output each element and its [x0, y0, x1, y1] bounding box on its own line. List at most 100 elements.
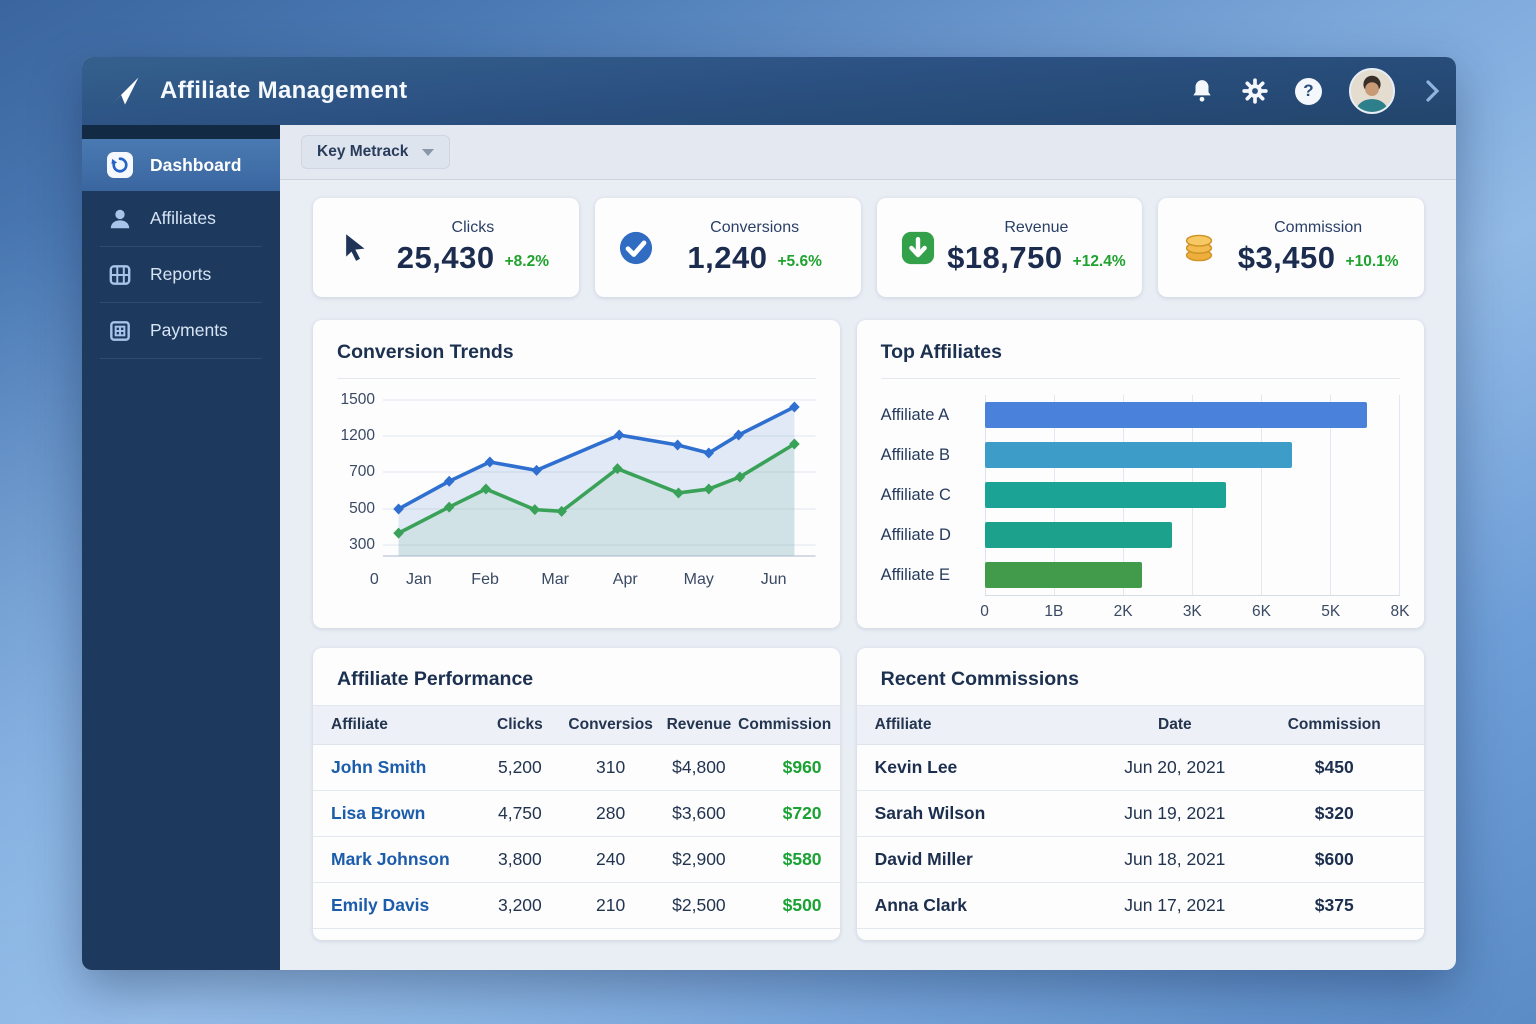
- table-header-row: Affiliate Clicks Conversios Revenue Commissi…: [313, 705, 840, 745]
- bar-row: Affiliate C: [881, 475, 1400, 515]
- x-axis-tick: Jan: [406, 571, 432, 588]
- column-header: Date: [1158, 716, 1192, 733]
- recent-commissions-card: Recent Commissions Affiliate Date Commissi…: [856, 648, 1424, 940]
- avatar[interactable]: [1349, 68, 1395, 114]
- sidebar-item-payments[interactable]: Payments: [82, 303, 280, 358]
- x-axis-tick: Feb: [471, 571, 499, 588]
- affiliate-name-cell[interactable]: Mark Johnson: [331, 849, 450, 869]
- table-cell: $2,900: [672, 849, 726, 869]
- y-axis-tick: 1200: [340, 427, 375, 444]
- x-axis-tick: 6K: [1252, 603, 1272, 620]
- affiliate-name-cell[interactable]: John Smith: [331, 757, 427, 777]
- table-row: Emily Davis 3,200 210 $2,500 $500: [313, 883, 840, 929]
- bar-category-label: Affiliate D: [880, 525, 951, 544]
- table-cell: $720: [782, 803, 822, 823]
- app-title: Affiliate Management: [160, 77, 408, 104]
- x-axis-tick: 5K: [1321, 603, 1341, 620]
- table-cell: Jun 17, 2021: [1124, 895, 1226, 915]
- table-row: Kevin Lee Jun 20, 2021 $450: [856, 745, 1424, 791]
- column-header: Commission: [738, 716, 832, 733]
- sidebar-divider: [100, 246, 262, 247]
- column-header: Clicks: [497, 716, 543, 733]
- table-cell: 310: [596, 757, 626, 777]
- affiliate-performance-table: Affiliate Clicks Conversios Revenue Commissi…: [313, 705, 840, 929]
- sidebar-item-label: Dashboard: [150, 154, 242, 175]
- recent-commissions-table: Affiliate Date Commission Kevin Lee Jun 20, …: [856, 705, 1424, 929]
- sidebar-item-label: Reports: [150, 264, 212, 284]
- table-cell: $600: [1314, 849, 1354, 869]
- chevron-right-icon[interactable]: [1422, 78, 1442, 104]
- bar-row: Affiliate E: [881, 555, 1400, 595]
- y-axis-tick: 300: [349, 535, 375, 553]
- table-cell: 210: [596, 895, 626, 915]
- bar: [984, 482, 1226, 508]
- payments-grid-icon: [110, 320, 130, 341]
- gear-icon[interactable]: [1242, 78, 1268, 104]
- sidebar-item-reports[interactable]: Reports: [82, 247, 280, 302]
- kpi-label: Commission: [1274, 219, 1363, 236]
- x-axis-tick: May: [683, 571, 714, 588]
- x-axis-tick: 0: [980, 603, 989, 620]
- report-grid-icon: [109, 264, 131, 285]
- table-cell: $580: [782, 849, 822, 869]
- cursor-icon: [333, 227, 375, 269]
- kpi-card-commission: Commission $3,450 +10.1%: [1158, 198, 1424, 297]
- kpi-label: Conversions: [710, 219, 800, 236]
- sidebar-item-label: Affiliates: [150, 208, 216, 228]
- x-axis-tick: Jun: [760, 571, 787, 588]
- table-header-row: Affiliate Date Commission: [856, 705, 1424, 745]
- coins-icon: [1178, 227, 1220, 269]
- table-title: Recent Commissions: [880, 668, 1079, 690]
- sidebar-item-affiliates[interactable]: Affiliates: [82, 191, 280, 246]
- table-cell: 280: [596, 803, 626, 823]
- table-cell: $500: [782, 895, 822, 915]
- table-row: Sarah Wilson Jun 19, 2021 $320: [856, 791, 1424, 837]
- x-axis-tick: 8K: [1390, 603, 1410, 620]
- bar-category-label: Affiliate C: [880, 485, 951, 504]
- bar-category-label: Affiliate B: [880, 445, 951, 464]
- column-header: Affiliate: [331, 716, 388, 733]
- bar: [984, 442, 1292, 468]
- bar-row: Affiliate B: [881, 435, 1400, 475]
- x-axis-tick: 3K: [1182, 603, 1202, 620]
- table-row: David Miller Jun 18, 2021 $600: [856, 837, 1424, 883]
- column-header: Conversios: [568, 716, 653, 733]
- key-metric-dropdown[interactable]: Key Metrack: [301, 135, 451, 169]
- table-cell: $375: [1314, 895, 1354, 915]
- kpi-value: $18,750: [947, 240, 1063, 275]
- check-circle-icon: [615, 227, 657, 269]
- help-icon[interactable]: ?: [1295, 77, 1322, 105]
- down-arrow-icon: [897, 227, 939, 269]
- bar-category-label: Affiliate E: [880, 565, 951, 584]
- app-window: Affiliate Management ?: [82, 57, 1456, 970]
- table-row: Lisa Brown 4,750 280 $3,600 $720: [313, 791, 840, 837]
- bar: [984, 522, 1172, 548]
- affiliate-name-cell: Kevin Lee: [874, 757, 958, 777]
- table-cell: 5,200: [497, 757, 542, 777]
- sidebar-divider: [100, 302, 262, 303]
- toolbar: Key Metrack: [280, 125, 1456, 180]
- affiliate-name-cell[interactable]: Lisa Brown: [331, 803, 426, 823]
- divider: [880, 378, 1400, 379]
- table-row: Mark Johnson 3,800 240 $2,900 $580: [313, 837, 840, 883]
- sidebar-item-dashboard[interactable]: Dashboard: [82, 139, 280, 191]
- y-axis-tick: 1500: [340, 390, 375, 408]
- kpi-value: 1,240: [687, 240, 768, 275]
- table-cell: 240: [596, 849, 626, 869]
- table-cell: $4,800: [672, 757, 726, 777]
- affiliate-name-cell[interactable]: Emily Davis: [331, 895, 430, 915]
- bell-icon[interactable]: [1189, 78, 1215, 104]
- chevron-down-icon: [422, 148, 435, 156]
- kpi-delta: +8.2%: [504, 253, 549, 270]
- conversion-trends-chart: 1500 1200 700 500 300 0 Jan Feb Mar Apr May Jun: [337, 390, 816, 593]
- person-icon: [110, 209, 130, 228]
- table-cell: $320: [1314, 803, 1354, 823]
- kpi-value: 25,430: [396, 240, 495, 275]
- table-row: John Smith 5,200 310 $4,800 $960: [313, 745, 840, 791]
- table-cell: Jun 19, 2021: [1124, 803, 1226, 823]
- kpi-delta: +5.6%: [777, 253, 822, 270]
- top-affiliates-card: Top Affiliates Affiliate A Affiliate B Aff…: [856, 320, 1424, 628]
- bar-row: Affiliate A: [881, 395, 1400, 435]
- x-axis-tick: 1B: [1044, 603, 1064, 620]
- kpi-value: $3,450: [1237, 240, 1336, 275]
